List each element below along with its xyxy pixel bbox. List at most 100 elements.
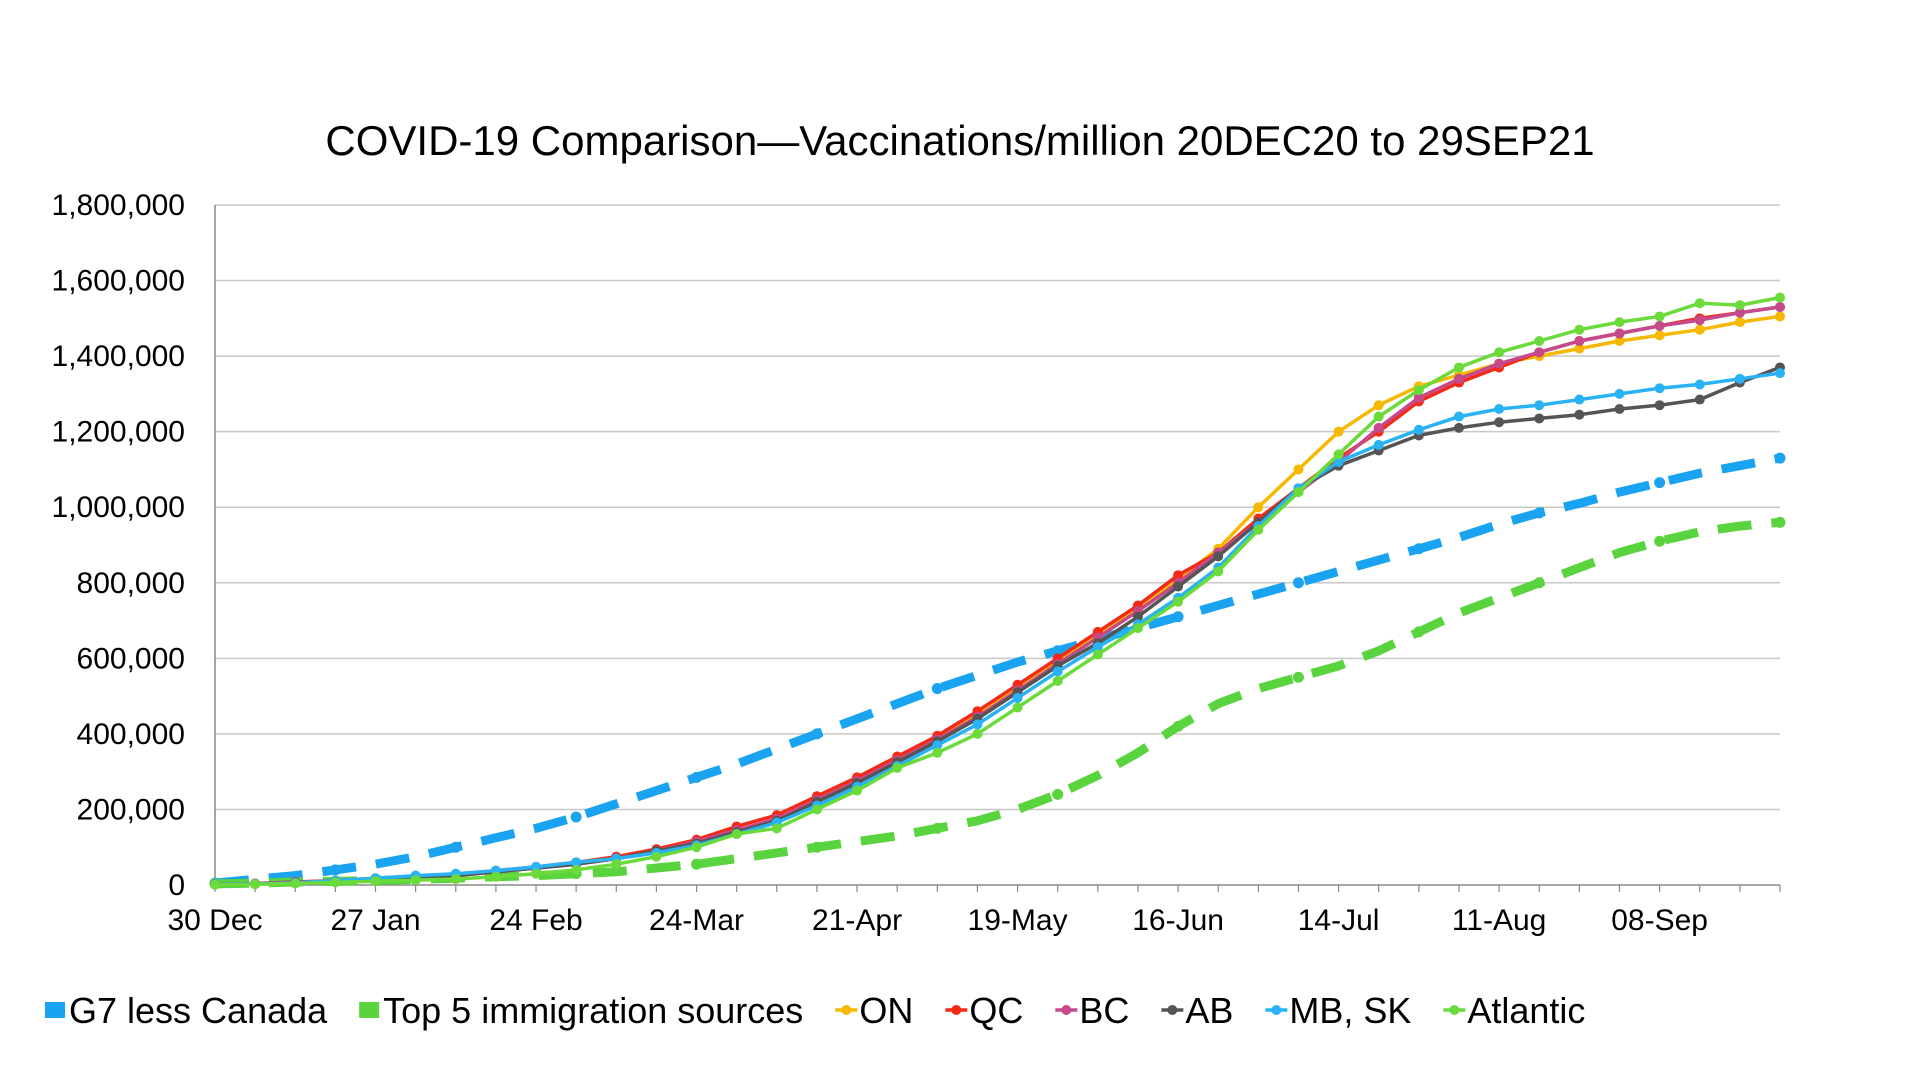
data-point [1092, 649, 1103, 660]
legend-label: BC [1079, 990, 1129, 1031]
data-point [1132, 623, 1143, 634]
data-point [1574, 409, 1585, 420]
data-point [1453, 411, 1464, 422]
series-line [214, 365, 1781, 886]
series-on [210, 311, 1785, 890]
data-point [1132, 611, 1143, 622]
data-point [972, 719, 983, 730]
data-point [1413, 385, 1424, 396]
series-line [214, 517, 1781, 889]
legend-swatch [45, 1002, 65, 1018]
data-point [450, 841, 462, 853]
legend-marker [1271, 1005, 1282, 1015]
legend-label: Atlantic [1467, 990, 1585, 1031]
data-point [852, 785, 863, 796]
data-point [1494, 358, 1505, 369]
data-point [1494, 417, 1505, 428]
data-point [1333, 426, 1344, 437]
data-point [1734, 373, 1745, 384]
data-point [691, 858, 703, 870]
legend-item: Top 5 immigration sources [359, 990, 803, 1031]
data-point [1413, 543, 1425, 555]
data-point [1052, 645, 1064, 657]
data-point [1173, 596, 1184, 607]
data-point [931, 822, 943, 834]
data-point [1253, 524, 1264, 535]
data-point [1775, 302, 1785, 312]
data-point [1614, 336, 1625, 346]
data-point [1453, 362, 1464, 373]
data-point [1533, 577, 1545, 589]
legend-label: Top 5 immigration sources [383, 990, 803, 1031]
series-line [214, 371, 1781, 886]
data-point [611, 859, 622, 870]
data-point [651, 851, 662, 862]
data-point [1052, 666, 1063, 677]
data-point [1614, 317, 1625, 328]
series-bc [210, 302, 1785, 890]
data-point [1534, 400, 1545, 411]
data-point [570, 811, 582, 823]
data-point [1614, 328, 1625, 339]
legend-label: G7 less Canada [69, 990, 328, 1031]
y-tick-label: 1,000,000 [52, 491, 185, 524]
data-point [1253, 502, 1264, 513]
legend-item: MB, SK [1265, 990, 1411, 1031]
axes [214, 205, 1781, 892]
x-tick-label: 11-Aug [1452, 904, 1547, 937]
data-point [731, 829, 742, 839]
data-point [1775, 368, 1785, 379]
data-point [1774, 516, 1786, 528]
y-tick-label: 1,800,000 [52, 189, 185, 222]
data-point [1373, 439, 1384, 450]
data-point [571, 857, 582, 868]
data-point [1413, 392, 1424, 403]
data-point [811, 804, 822, 815]
data-point [1373, 411, 1384, 422]
data-point [250, 879, 261, 890]
legend-label: AB [1185, 990, 1233, 1031]
data-point [330, 877, 341, 888]
series-layer [209, 292, 1786, 890]
data-point [1292, 577, 1304, 589]
data-point [1654, 383, 1665, 394]
data-point [931, 683, 943, 695]
data-point [210, 879, 220, 890]
data-point [1052, 788, 1064, 800]
y-tick-label: 1,400,000 [52, 340, 185, 373]
data-point [1574, 324, 1585, 335]
x-tick-label: 24-Mar [649, 904, 744, 937]
data-point [1052, 676, 1063, 686]
data-point [1173, 570, 1184, 581]
data-point [1775, 311, 1785, 322]
series-line [214, 305, 1781, 886]
series-line [214, 305, 1781, 886]
x-tick-label: 30 Dec [167, 904, 262, 937]
data-point [1413, 424, 1424, 435]
data-point [1654, 477, 1666, 489]
data-point [972, 728, 983, 739]
data-point [691, 771, 703, 783]
data-point [1453, 422, 1464, 433]
data-point [1373, 400, 1384, 411]
x-tick-label: 24 Feb [489, 904, 582, 937]
legend-marker [1061, 1005, 1072, 1015]
data-point [1413, 626, 1425, 638]
legend-label: ON [859, 990, 913, 1031]
data-point [1774, 452, 1786, 464]
chart-title: COVID-19 Comparison—Vaccinations/million… [325, 117, 1594, 164]
data-point [1614, 404, 1625, 414]
series-line [214, 453, 1781, 888]
data-point [1534, 347, 1545, 358]
data-point [1373, 422, 1384, 433]
legend-item: ON [835, 990, 913, 1031]
data-point [410, 875, 421, 886]
data-point [811, 841, 823, 853]
legend-swatch [359, 1002, 380, 1018]
data-point [811, 728, 823, 740]
data-point [1494, 404, 1505, 414]
data-point [932, 740, 943, 751]
legend-marker [841, 1005, 852, 1015]
data-point [1614, 388, 1625, 399]
